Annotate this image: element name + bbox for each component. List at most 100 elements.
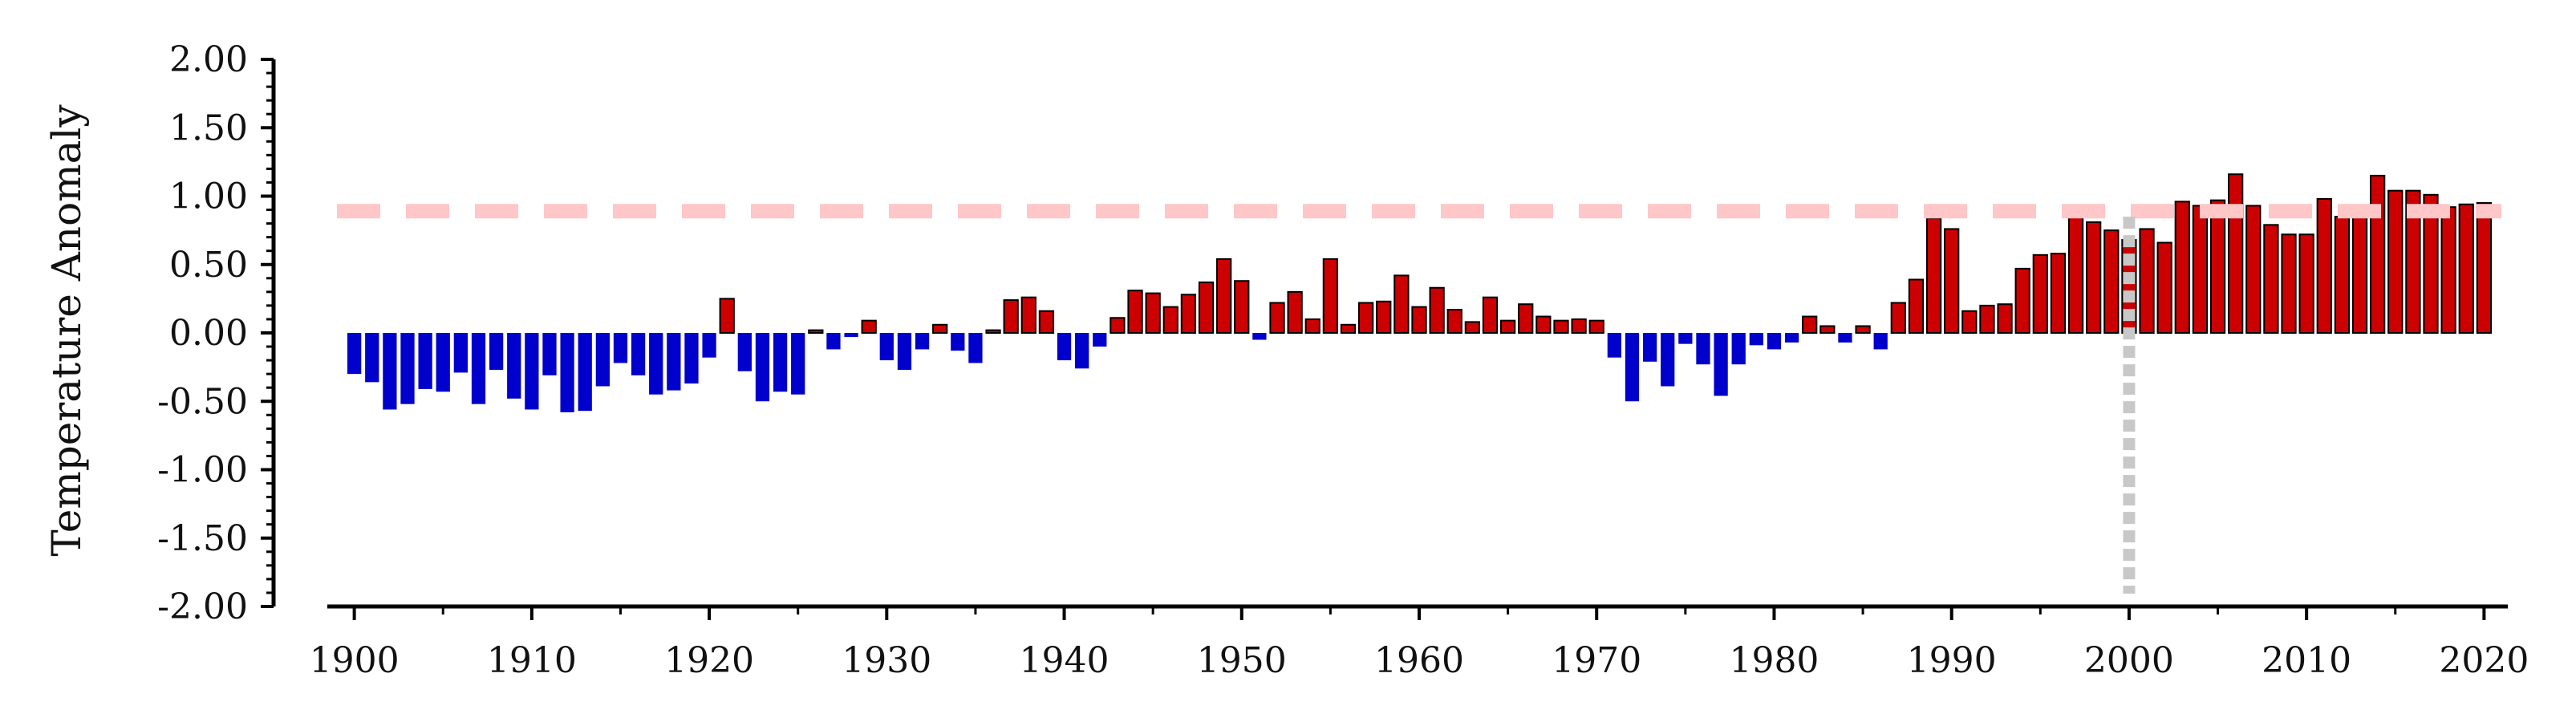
y-tick-label: -2.00 (157, 586, 248, 627)
bar-1944 (1127, 290, 1143, 335)
bar-1998 (2086, 221, 2102, 335)
bar-1923 (755, 333, 770, 402)
bar-1928 (844, 333, 858, 338)
x-tick-label: 2000 (2084, 640, 2174, 681)
bar-2020 (2476, 202, 2493, 334)
bar-1996 (2050, 253, 2067, 334)
bar-1970 (1588, 319, 1604, 335)
y-tick-label: 2.00 (169, 39, 248, 80)
x-tick-label: 1970 (1552, 640, 1641, 681)
bar-1919 (684, 333, 699, 384)
bar-1988 (1908, 278, 1925, 334)
bar-1931 (897, 333, 912, 371)
x-tick-label: 1960 (1374, 640, 1464, 681)
bar-1950 (1234, 280, 1250, 334)
bar-2012 (2334, 216, 2351, 334)
bar-1942 (1093, 333, 1107, 347)
x-tick-label: 1920 (664, 640, 754, 681)
y-tick-label: 0.50 (169, 245, 248, 286)
bar-1991 (1961, 310, 1978, 335)
bar-1977 (1714, 333, 1728, 396)
bar-1984 (1838, 333, 1852, 343)
bar-1902 (383, 333, 397, 410)
bar-2013 (2351, 214, 2368, 334)
bar-1976 (1696, 333, 1710, 365)
bar-1900 (347, 333, 362, 375)
bar-1926 (808, 329, 824, 334)
bar-1985 (1855, 325, 1871, 335)
bar-1980 (1767, 333, 1782, 350)
bar-1968 (1553, 319, 1569, 335)
y-axis-title: Temperature Anomaly (43, 104, 90, 557)
bar-1990 (1944, 228, 1960, 335)
bar-1938 (1020, 296, 1036, 335)
x-tick-label: 2020 (2439, 640, 2529, 681)
bar-2016 (2405, 189, 2421, 334)
x-tick-label: 1910 (487, 640, 577, 681)
bar-1936 (985, 329, 1001, 334)
bar-1981 (1784, 333, 1799, 343)
bar-1943 (1110, 317, 1126, 334)
bar-1953 (1287, 290, 1303, 335)
bar-1961 (1429, 286, 1445, 334)
bar-2004 (2192, 205, 2209, 334)
bar-1957 (1358, 302, 1374, 334)
bar-1966 (1518, 303, 1534, 335)
bar-1903 (400, 333, 415, 404)
bar-1974 (1661, 333, 1675, 387)
bar-1921 (719, 298, 735, 335)
x-tick-label: 1940 (1020, 640, 1110, 681)
bar-1937 (1003, 299, 1019, 334)
bar-1978 (1731, 333, 1746, 365)
bar-1929 (861, 319, 877, 335)
bar-1992 (1979, 304, 1995, 334)
bar-2008 (2263, 224, 2279, 334)
x-tick-label: 1990 (1907, 640, 1997, 681)
bar-1932 (915, 333, 930, 350)
bar-1972 (1625, 333, 1640, 402)
bar-1955 (1322, 258, 1339, 334)
bar-1947 (1180, 294, 1197, 335)
bar-2014 (2370, 174, 2386, 334)
x-tick-label: 1950 (1197, 640, 1287, 681)
x-tick-label: 1980 (1729, 640, 1819, 681)
bar-2011 (2316, 197, 2332, 334)
bar-1973 (1642, 333, 1657, 362)
x-tick-label: 1900 (310, 640, 400, 681)
bar-1958 (1376, 300, 1392, 335)
bar-1933 (932, 323, 948, 334)
bar-1925 (791, 333, 805, 395)
bar-1995 (2032, 253, 2048, 335)
y-tick-label: 1.00 (169, 176, 248, 217)
bar-1920 (702, 333, 716, 358)
bar-1908 (489, 333, 504, 371)
bar-1918 (667, 333, 681, 391)
bar-1904 (418, 333, 432, 389)
bar-2010 (2298, 233, 2314, 334)
y-tick-label: -1.50 (157, 518, 248, 559)
bar-1997 (2067, 210, 2084, 334)
bar-1965 (1499, 319, 1516, 335)
bar-1930 (879, 333, 894, 361)
bar-1912 (560, 333, 574, 412)
bar-1960 (1411, 306, 1427, 334)
bar-1999 (2103, 229, 2120, 335)
bar-1906 (453, 333, 468, 373)
bar-1969 (1571, 318, 1587, 335)
bar-2006 (2228, 173, 2244, 334)
bar-1946 (1162, 306, 1178, 334)
axes-layer: -2.00 -1.50 -1.00 -0.50 0.00 0.50 1.00 1.50 2.00… (157, 39, 2529, 681)
bar-1914 (595, 333, 610, 387)
bar-1907 (471, 333, 486, 404)
bar-1952 (1269, 302, 1285, 334)
bar-1901 (365, 333, 379, 383)
y-tick-label: 1.50 (169, 107, 248, 148)
bar-1964 (1482, 296, 1499, 335)
bar-1913 (578, 333, 592, 412)
x-tick-label: 2010 (2262, 640, 2351, 681)
bar-1948 (1198, 281, 1215, 335)
bar-1993 (1997, 303, 2013, 335)
bar-1971 (1607, 333, 1621, 358)
bar-1910 (525, 333, 539, 410)
